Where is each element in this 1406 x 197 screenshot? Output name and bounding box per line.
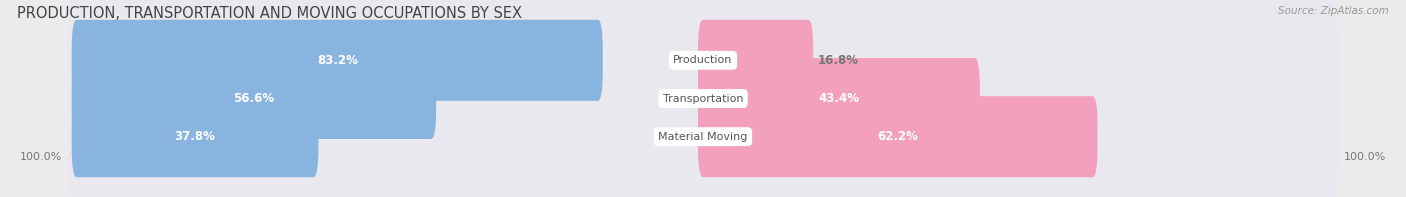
FancyBboxPatch shape [72, 96, 318, 177]
FancyBboxPatch shape [697, 58, 980, 139]
FancyBboxPatch shape [67, 30, 1339, 167]
Text: PRODUCTION, TRANSPORTATION AND MOVING OCCUPATIONS BY SEX: PRODUCTION, TRANSPORTATION AND MOVING OC… [17, 6, 522, 21]
Text: Transportation: Transportation [662, 94, 744, 103]
Text: Source: ZipAtlas.com: Source: ZipAtlas.com [1278, 6, 1389, 16]
Text: Production: Production [673, 55, 733, 65]
FancyBboxPatch shape [67, 69, 1339, 197]
Text: 16.8%: 16.8% [818, 54, 859, 67]
FancyBboxPatch shape [67, 0, 1339, 128]
FancyBboxPatch shape [697, 20, 813, 101]
Text: 83.2%: 83.2% [316, 54, 357, 67]
Text: Material Moving: Material Moving [658, 132, 748, 142]
Text: 100.0%: 100.0% [1343, 151, 1386, 162]
Text: 62.2%: 62.2% [877, 130, 918, 143]
FancyBboxPatch shape [72, 58, 436, 139]
FancyBboxPatch shape [72, 20, 603, 101]
Text: 43.4%: 43.4% [818, 92, 859, 105]
Text: 56.6%: 56.6% [233, 92, 274, 105]
Text: 37.8%: 37.8% [174, 130, 215, 143]
Text: 100.0%: 100.0% [20, 151, 63, 162]
FancyBboxPatch shape [697, 96, 1098, 177]
